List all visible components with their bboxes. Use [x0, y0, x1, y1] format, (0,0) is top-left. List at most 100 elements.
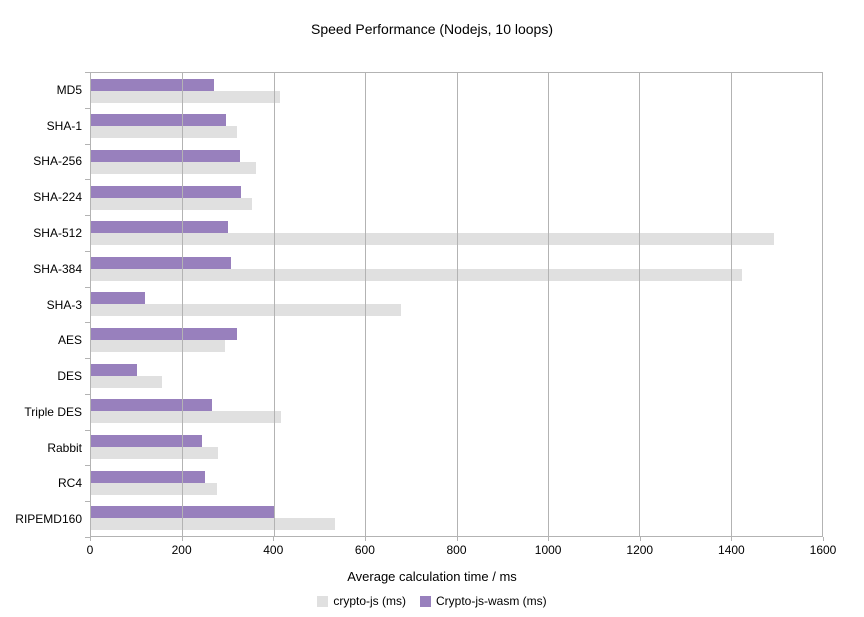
y-axis-tick [85, 286, 90, 288]
y-label-Triple DES: Triple DES [24, 404, 82, 419]
y-axis-tick [85, 429, 90, 431]
y-label-Rabbit: Rabbit [47, 440, 82, 455]
bar-rows-container [91, 73, 822, 536]
bar-SHA-1-crypto-js-ms- [91, 126, 238, 139]
chart-title: Speed Performance (Nodejs, 10 loops) [310, 21, 554, 37]
bar-row-AES [91, 322, 822, 358]
bar-SHA-384-crypto-js-wasm-ms- [91, 256, 232, 269]
legend-label: Crypto-js-wasm (ms) [436, 594, 547, 608]
y-axis-tick [85, 358, 90, 360]
y-label-SHA-512: SHA-512 [33, 225, 82, 240]
bar-SHA-256-crypto-js-wasm-ms- [91, 150, 241, 163]
legend-swatch-icon [420, 595, 431, 607]
x-tick-label-0: 0 [86, 543, 94, 557]
x-axis-tick [90, 537, 91, 541]
bar-row-Rabbit [91, 429, 822, 465]
y-label-AES: AES [57, 333, 82, 348]
y-label-SHA-384: SHA-384 [33, 261, 82, 276]
bar-Rabbit-crypto-js-wasm-ms- [91, 434, 202, 447]
y-label-RIPEMD160: RIPEMD160 [15, 512, 82, 527]
x-axis-tick [731, 537, 733, 541]
x-tick-label-200: 200 [171, 543, 192, 557]
y-axis-tick [85, 179, 90, 181]
y-axis-tick [85, 250, 90, 252]
y-axis-tick [85, 107, 90, 109]
x-axis-tick [364, 537, 366, 541]
y-axis-tick [85, 215, 90, 217]
bar-SHA-224-crypto-js-ms- [91, 197, 253, 210]
x-tick-label-600: 600 [354, 543, 375, 557]
bar-row-Triple DES [91, 393, 822, 429]
bar-SHA-256-crypto-js-ms- [91, 162, 257, 175]
y-axis-tick [85, 537, 90, 538]
y-label-SHA-256: SHA-256 [33, 154, 82, 169]
x-axis-tick [456, 537, 458, 541]
bar-SHA-512-crypto-js-wasm-ms- [91, 221, 229, 234]
bar-Triple DES-crypto-js-wasm-ms- [91, 399, 213, 412]
legend-swatch-icon [317, 595, 329, 607]
bar-row-DES [91, 358, 822, 394]
bar-DES-crypto-js-ms- [91, 375, 163, 388]
legend-label: crypto-js (ms) [333, 594, 406, 608]
x-axis-title: Average calculation time / ms [347, 569, 517, 584]
y-label-SHA-3: SHA-3 [46, 297, 82, 312]
bar-row-MD5 [91, 73, 822, 109]
bar-SHA-224-crypto-js-wasm-ms- [91, 185, 241, 198]
x-tick-label-1200: 1200 [626, 543, 654, 557]
y-label-MD5: MD5 [56, 82, 82, 97]
y-label-RC4: RC4 [57, 476, 82, 491]
gridline-1200 [639, 73, 641, 536]
legend: crypto-js (ms) Crypto-js-wasm (ms) [0, 594, 864, 608]
bar-row-SHA-384 [91, 251, 822, 287]
y-axis-tick [85, 143, 90, 145]
bar-SHA-512-crypto-js-ms- [91, 233, 775, 246]
x-axis-tick [548, 537, 550, 541]
y-axis-tick [85, 72, 90, 73]
legend-item-crypto-js-ms-: crypto-js (ms) [317, 594, 406, 608]
gridline-600 [365, 73, 367, 536]
x-tick-label-1400: 1400 [718, 543, 745, 557]
x-axis-tick [181, 537, 183, 541]
bar-row-SHA-1 [91, 109, 822, 145]
gridline-1000 [547, 73, 549, 536]
bar-SHA-3-crypto-js-wasm-ms- [91, 292, 145, 305]
y-axis-tick [85, 465, 90, 467]
bar-RC4-crypto-js-wasm-ms- [91, 470, 206, 483]
plot-area [90, 72, 823, 537]
bar-SHA-384-crypto-js-ms- [91, 268, 742, 281]
x-axis-tick [273, 537, 275, 541]
gridline-400 [273, 73, 275, 536]
bar-row-SHA-256 [91, 144, 822, 180]
x-axis-tick [823, 537, 824, 541]
y-label-DES: DES [57, 369, 82, 384]
bar-row-SHA-512 [91, 215, 822, 251]
bar-DES-crypto-js-wasm-ms- [91, 363, 137, 376]
y-label-SHA-1: SHA-1 [46, 118, 82, 133]
x-tick-label-400: 400 [263, 543, 284, 557]
bar-MD5-crypto-js-ms- [91, 90, 280, 103]
x-tick-label-1600: 1600 [809, 543, 837, 557]
legend-item-crypto-js-wasm-ms-: Crypto-js-wasm (ms) [420, 594, 547, 608]
bar-Triple DES-crypto-js-ms- [91, 411, 282, 424]
x-tick-label-800: 800 [446, 543, 467, 557]
gridline-1400 [730, 73, 732, 536]
x-tick-label-1000: 1000 [534, 543, 562, 557]
bar-AES-crypto-js-ms- [91, 340, 225, 353]
bar-row-SHA-3 [91, 287, 822, 323]
gridline-200 [182, 73, 184, 536]
y-axis-tick [85, 393, 90, 395]
bar-row-RC4 [91, 465, 822, 501]
bar-RIPEMD160-crypto-js-ms- [91, 518, 336, 531]
bar-SHA-3-crypto-js-ms- [91, 304, 401, 317]
bar-row-SHA-224 [91, 180, 822, 216]
y-axis-tick [85, 322, 90, 324]
bar-MD5-crypto-js-wasm-ms- [91, 78, 215, 91]
x-axis-tick [639, 537, 641, 541]
bar-Rabbit-crypto-js-ms- [91, 446, 218, 459]
bar-RC4-crypto-js-ms- [91, 482, 217, 495]
y-label-SHA-224: SHA-224 [33, 190, 82, 205]
bar-SHA-1-crypto-js-wasm-ms- [91, 114, 226, 127]
bar-AES-crypto-js-wasm-ms- [91, 328, 237, 341]
gridline-800 [456, 73, 458, 536]
y-axis-tick [85, 501, 90, 503]
